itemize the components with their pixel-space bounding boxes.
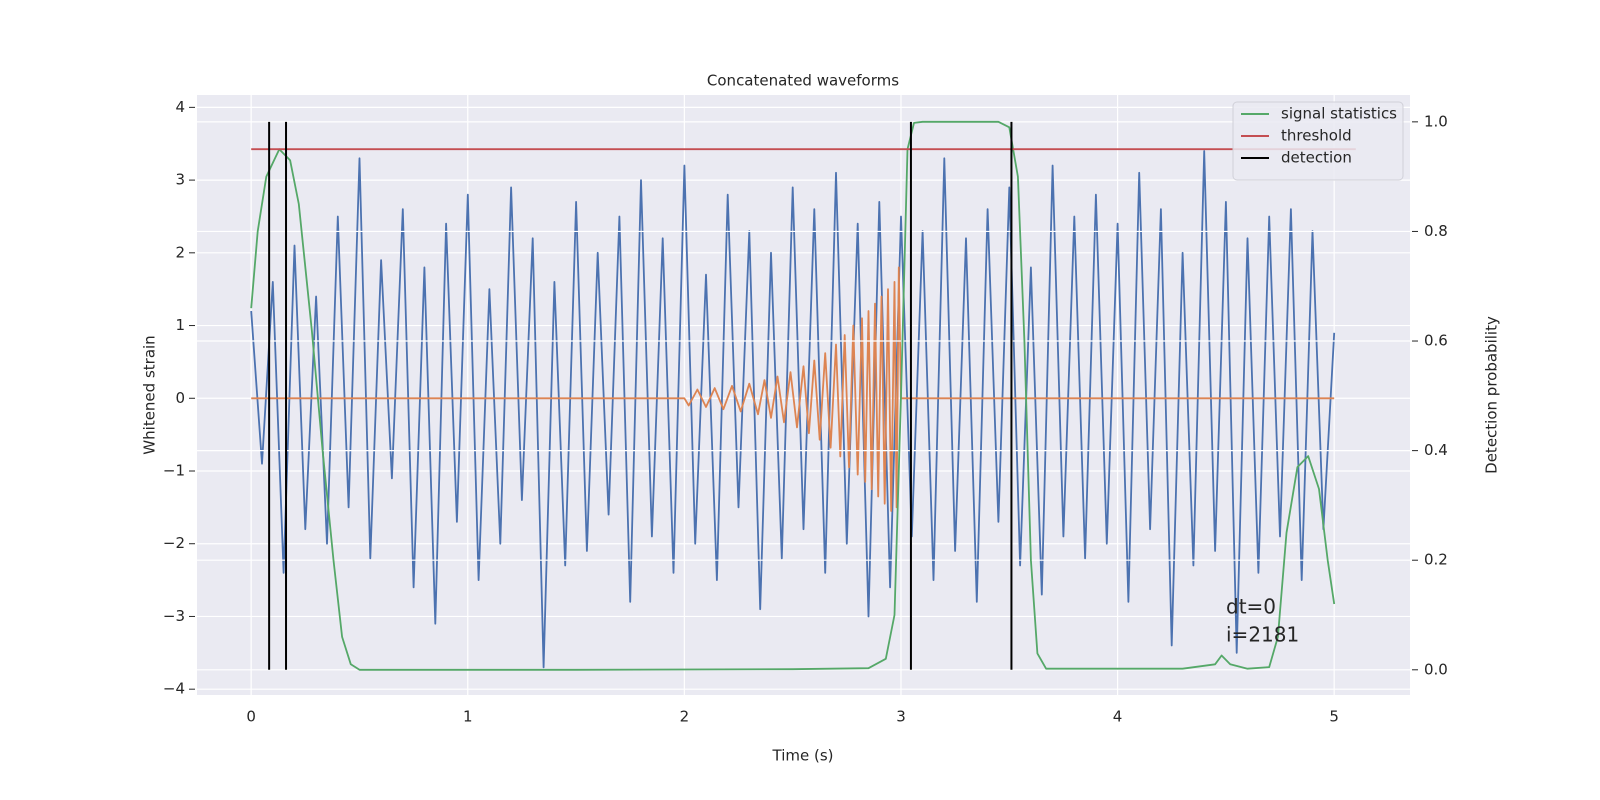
chart-title: Concatenated waveforms — [707, 72, 899, 90]
y-tick-label: 2 — [175, 243, 185, 261]
y2-tick-label: 0.0 — [1424, 660, 1448, 678]
series-line — [250, 120, 1336, 671]
annotation: i=2181 — [1226, 623, 1299, 647]
y-tick-label: 0 — [175, 389, 185, 407]
y2-tick-label: 0.6 — [1424, 332, 1448, 350]
y-tick-label: −1 — [163, 462, 185, 480]
plot-area — [197, 95, 1410, 695]
legend-box — [1232, 101, 1404, 181]
y2-axis-label: Detection probability — [1483, 316, 1501, 474]
x-tick-label: 3 — [896, 708, 906, 726]
y-tick-label: 4 — [175, 98, 185, 116]
x-tick-label: 2 — [680, 708, 690, 726]
y-tick-label: 3 — [175, 171, 185, 189]
y-tick-label: −2 — [163, 534, 185, 552]
y-tick-label: −3 — [163, 607, 185, 625]
y2-tick-label: 0.4 — [1424, 441, 1448, 459]
series-line — [251, 266, 1335, 512]
y2-tick-label: 0.8 — [1424, 222, 1448, 240]
x-tick-label: 1 — [463, 708, 473, 726]
x-tick-label: 4 — [1113, 708, 1123, 726]
x-axis-label: Time (s) — [772, 747, 834, 765]
y2-tick-label: 0.2 — [1424, 551, 1448, 569]
y-axis-label: Whitened strain — [141, 335, 159, 454]
legend-label: signal statistics — [1281, 105, 1397, 123]
x-tick-label: 5 — [1329, 708, 1339, 726]
y-tick-label: 1 — [175, 316, 185, 334]
x-tick-label: 0 — [246, 708, 256, 726]
y-tick-label: −4 — [163, 680, 185, 698]
series-line — [250, 150, 1336, 669]
annotation: dt=0 — [1226, 595, 1276, 619]
y2-tick-label: 1.0 — [1424, 112, 1448, 130]
legend-label: threshold — [1281, 127, 1352, 145]
legend-label: detection — [1281, 149, 1352, 167]
